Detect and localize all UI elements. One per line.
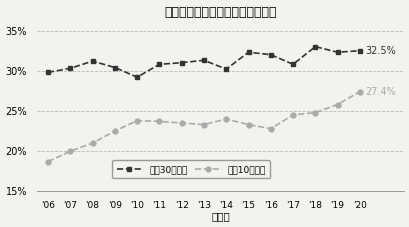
業歴30年以上 <box>68 67 73 70</box>
業歴30年以上 <box>90 60 95 62</box>
Title: 業歴別　企業倒産件数構成比推移: 業歴別 企業倒産件数構成比推移 <box>164 5 276 19</box>
業歴10年未満 <box>45 160 50 163</box>
業歴10年未満 <box>134 119 139 122</box>
業歴10年未満 <box>90 142 95 144</box>
業歴10年未満 <box>68 150 73 153</box>
業歴30年以上 <box>45 71 50 74</box>
業歴10年未満 <box>157 120 162 123</box>
業歴10年未満 <box>334 103 339 106</box>
業歴30年以上 <box>179 61 184 64</box>
Line: 業歴10年未満: 業歴10年未満 <box>45 89 362 164</box>
X-axis label: （年）: （年） <box>211 211 229 222</box>
業歴30年以上 <box>312 45 317 48</box>
業歴10年未満 <box>357 90 362 93</box>
業歴30年以上 <box>223 68 228 71</box>
業歴30年以上 <box>157 63 162 66</box>
Text: 32.5%: 32.5% <box>364 46 395 56</box>
業歴30年以上 <box>134 76 139 79</box>
業歴30年以上 <box>290 63 295 66</box>
業歴10年未満 <box>312 111 317 114</box>
業歴30年以上 <box>201 59 206 62</box>
業歴30年以上 <box>267 53 272 56</box>
業歴30年以上 <box>334 51 339 54</box>
業歴10年未満 <box>179 122 184 124</box>
業歴10年未満 <box>112 130 117 132</box>
業歴10年未満 <box>290 114 295 116</box>
業歴10年未満 <box>245 123 250 126</box>
業歴10年未満 <box>223 118 228 120</box>
業歴30年以上 <box>357 49 362 52</box>
業歴30年以上 <box>245 51 250 54</box>
業歴30年以上 <box>112 66 117 69</box>
Text: 27.4%: 27.4% <box>364 87 395 97</box>
Line: 業歴30年以上: 業歴30年以上 <box>45 44 362 80</box>
Legend: 業歴30年以上, 業歴10年未満: 業歴30年以上, 業歴10年未満 <box>112 160 270 178</box>
業歴10年未満 <box>267 127 272 130</box>
業歴10年未満 <box>201 123 206 126</box>
